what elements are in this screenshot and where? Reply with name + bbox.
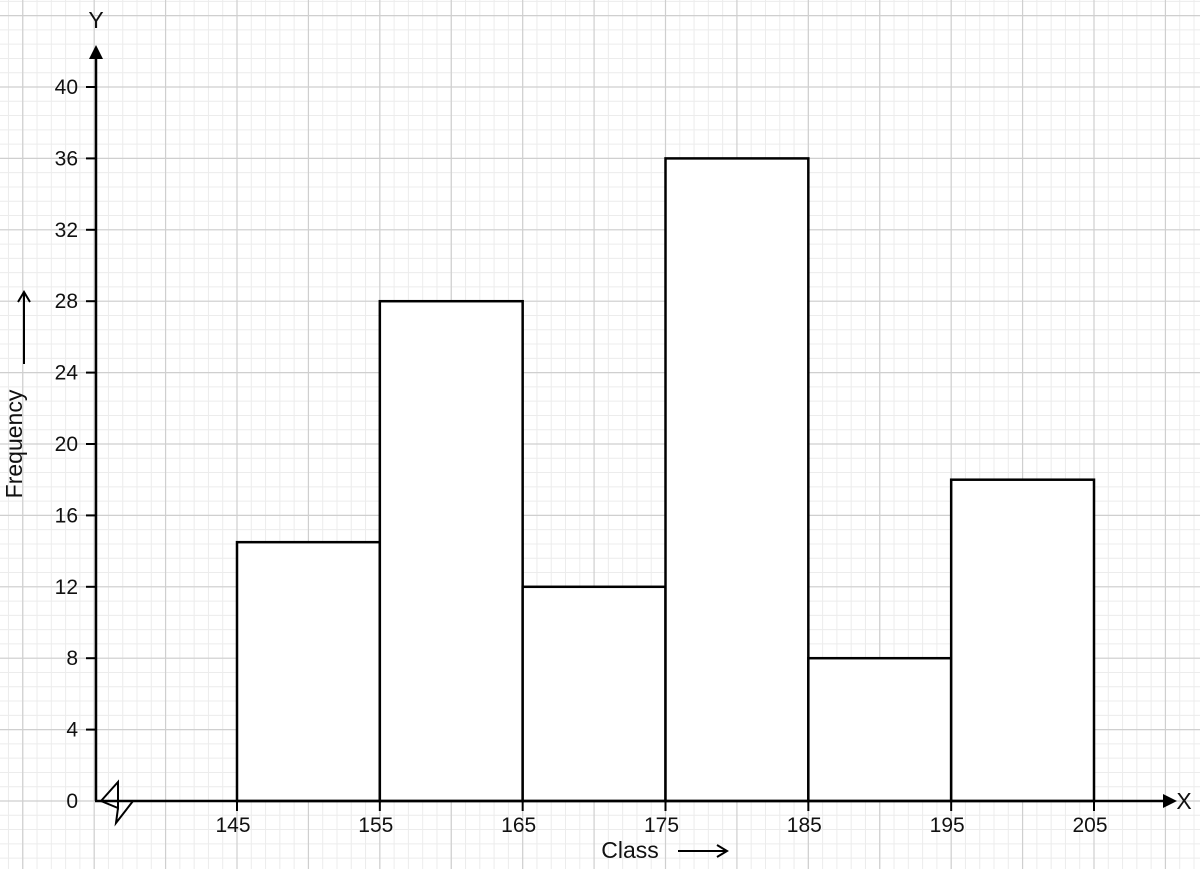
y-tick-label: 36 [55, 147, 78, 170]
x-axis-title-group: Class [601, 837, 729, 863]
y-tick-label: 12 [55, 576, 78, 599]
x-tick-labels: 145 155 165 175 185 195 205 [215, 801, 1108, 837]
y-tick-labels: 0 4 8 12 16 20 24 28 32 36 40 [55, 76, 96, 813]
x-tick-label: 155 [358, 814, 393, 837]
y-title-arrow-head [17, 290, 31, 303]
histogram-bar-145-155 [235, 540, 382, 803]
y-tick-label: 32 [55, 219, 78, 242]
x-tick-label: 165 [501, 814, 536, 837]
x-title-arrow-head [716, 844, 729, 858]
histogram-bar-195-205 [949, 478, 1096, 803]
y-tick-label: 4 [66, 719, 78, 742]
y-tick-label: 16 [55, 504, 78, 527]
y-tick-label: 40 [55, 76, 78, 99]
axes [89, 45, 1177, 827]
x-tick-label: 175 [644, 814, 679, 837]
y-axis-title-group: Frequency [1, 290, 31, 498]
y-tick-label: 20 [55, 433, 78, 456]
y-tick-label: 0 [66, 790, 78, 813]
histogram-bar-165-175 [521, 585, 667, 803]
x-axis-arrowhead [1163, 794, 1177, 808]
y-axis-title: Frequency [1, 389, 27, 498]
x-tick-label: 205 [1072, 814, 1107, 837]
axis-break-mark [100, 779, 134, 827]
y-tick-label: 28 [55, 290, 78, 313]
histogram-bar-155-165 [378, 299, 524, 803]
y-tick-label: 24 [55, 362, 79, 385]
histogram-bar-185-195 [807, 656, 953, 803]
y-axis-arrowhead [89, 45, 103, 59]
x-tick-label: 185 [787, 814, 822, 837]
x-tick-label: 195 [930, 814, 965, 837]
x-axis-title: Class [601, 837, 659, 863]
x-tick-label: 145 [215, 814, 250, 837]
x-axis-letter: X [1176, 788, 1191, 814]
y-axis-letter: Y [88, 7, 103, 33]
y-tick-label: 8 [66, 647, 78, 670]
histogram-bar-175-185 [664, 157, 810, 803]
histogram-bars [235, 157, 1096, 803]
